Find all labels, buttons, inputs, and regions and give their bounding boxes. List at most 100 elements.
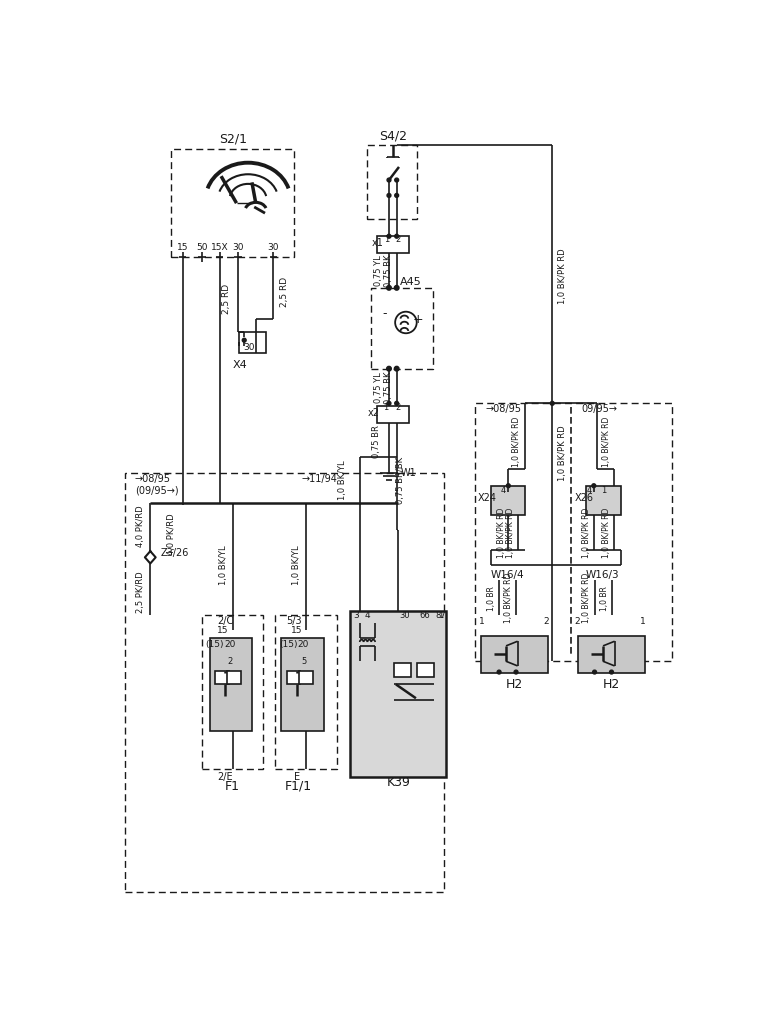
Text: 1,0 BK/PK RD: 1,0 BK/PK RD: [601, 417, 611, 467]
Text: 30: 30: [268, 243, 280, 252]
Text: X4: X4: [233, 360, 248, 370]
Text: 15X: 15X: [210, 243, 228, 252]
Text: 15: 15: [177, 243, 188, 252]
Bar: [210, 638, 252, 731]
Text: (15): (15): [280, 640, 298, 649]
Text: Z3/26: Z3/26: [161, 548, 190, 558]
Circle shape: [592, 484, 596, 488]
Circle shape: [387, 194, 391, 198]
Circle shape: [386, 285, 391, 290]
Text: E: E: [293, 771, 300, 782]
Text: (15): (15): [206, 640, 224, 649]
Text: F1/1: F1/1: [285, 780, 312, 793]
Text: W16/4: W16/4: [491, 570, 525, 580]
Text: 5/3: 5/3: [286, 616, 302, 627]
Text: 0,75 YL: 0,75 YL: [375, 256, 383, 286]
Bar: [239, 332, 266, 354]
Bar: [491, 486, 525, 515]
Text: 4,0 PK/RD: 4,0 PK/RD: [136, 505, 145, 547]
Bar: [376, 406, 409, 423]
Text: 50: 50: [196, 243, 207, 252]
Text: 1: 1: [383, 403, 389, 412]
Text: 30: 30: [399, 610, 409, 620]
Bar: [578, 636, 645, 673]
Circle shape: [395, 194, 399, 198]
Text: 2: 2: [543, 616, 549, 626]
Text: 4: 4: [587, 486, 592, 495]
Text: 15: 15: [291, 626, 303, 635]
Bar: [125, 473, 445, 893]
Text: 66: 66: [420, 610, 431, 620]
Bar: [299, 671, 313, 685]
Text: W1: W1: [401, 468, 416, 478]
Circle shape: [395, 178, 399, 182]
Text: 3: 3: [353, 610, 359, 620]
Text: 1,0 BK/PK RD: 1,0 BK/PK RD: [558, 426, 567, 481]
Bar: [171, 149, 294, 257]
Text: →08/95: →08/95: [485, 405, 521, 415]
Text: 0,75 YL: 0,75 YL: [374, 373, 382, 404]
Text: 87: 87: [435, 610, 446, 620]
Text: 20: 20: [225, 640, 236, 649]
Text: K39: K39: [386, 776, 410, 790]
Text: 2,5 RD: 2,5 RD: [280, 276, 289, 307]
Text: 1,0 BK/PK RD: 1,0 BK/PK RD: [582, 573, 591, 624]
Circle shape: [593, 671, 597, 674]
Circle shape: [395, 401, 399, 406]
Circle shape: [387, 178, 391, 182]
Text: H2: H2: [506, 678, 523, 691]
Text: 1: 1: [479, 616, 485, 626]
Text: 1,0 BK/PK RD: 1,0 BK/PK RD: [506, 507, 515, 557]
Text: 20: 20: [298, 640, 310, 649]
Text: 1: 1: [384, 234, 389, 244]
Text: 1,0 BK/YL: 1,0 BK/YL: [219, 545, 228, 585]
Text: 0,75 BR: 0,75 BR: [372, 425, 381, 459]
Circle shape: [514, 671, 518, 674]
Bar: [227, 671, 241, 685]
Bar: [215, 671, 229, 685]
Text: 1,0 BR: 1,0 BR: [487, 586, 496, 610]
Text: 1,0 BK/PK RD: 1,0 BK/PK RD: [497, 507, 506, 557]
Text: 2/E: 2/E: [217, 771, 233, 782]
Text: +: +: [413, 313, 424, 326]
Text: A45: A45: [399, 277, 422, 287]
Text: 09/95→: 09/95→: [581, 405, 617, 415]
Text: 1: 1: [641, 616, 646, 626]
Circle shape: [395, 234, 399, 238]
Text: x2: x2: [367, 408, 379, 418]
Text: 1: 1: [438, 610, 443, 620]
Text: H2: H2: [603, 678, 620, 691]
Text: 1,0 BR: 1,0 BR: [600, 586, 609, 610]
Circle shape: [395, 285, 399, 290]
Text: x1: x1: [371, 238, 383, 249]
Text: 4: 4: [501, 486, 506, 495]
Bar: [376, 236, 409, 253]
Bar: [371, 287, 433, 369]
Circle shape: [387, 401, 391, 406]
Text: 1,0 BK/YL: 1,0 BK/YL: [292, 545, 301, 585]
Text: 1: 1: [601, 486, 607, 495]
Text: F1: F1: [225, 780, 240, 793]
Text: 4: 4: [365, 610, 370, 620]
Text: 1,0 BK/YL: 1,0 BK/YL: [338, 461, 347, 500]
Bar: [367, 146, 418, 218]
Text: 2: 2: [574, 616, 581, 626]
Text: X24: X24: [478, 493, 497, 503]
Text: 1,0 BK/PK RD: 1,0 BK/PK RD: [558, 249, 568, 304]
Text: 2: 2: [228, 657, 233, 665]
Text: →11/94: →11/94: [302, 474, 338, 484]
Circle shape: [506, 484, 510, 488]
Text: 2,5 RD: 2,5 RD: [222, 284, 231, 315]
Text: 0,75 BR/BK: 0,75 BR/BK: [396, 457, 405, 503]
Text: 2/C: 2/C: [217, 616, 233, 627]
Text: 5: 5: [301, 657, 306, 665]
Bar: [349, 611, 446, 776]
Circle shape: [387, 234, 391, 238]
Text: S2/1: S2/1: [219, 132, 247, 146]
Text: W16/3: W16/3: [585, 570, 619, 580]
Text: 30: 30: [243, 342, 254, 352]
Text: 2,5 PK/RD: 2,5 PK/RD: [136, 572, 145, 612]
Bar: [475, 404, 671, 661]
Bar: [202, 615, 263, 769]
Text: 2: 2: [396, 234, 401, 244]
